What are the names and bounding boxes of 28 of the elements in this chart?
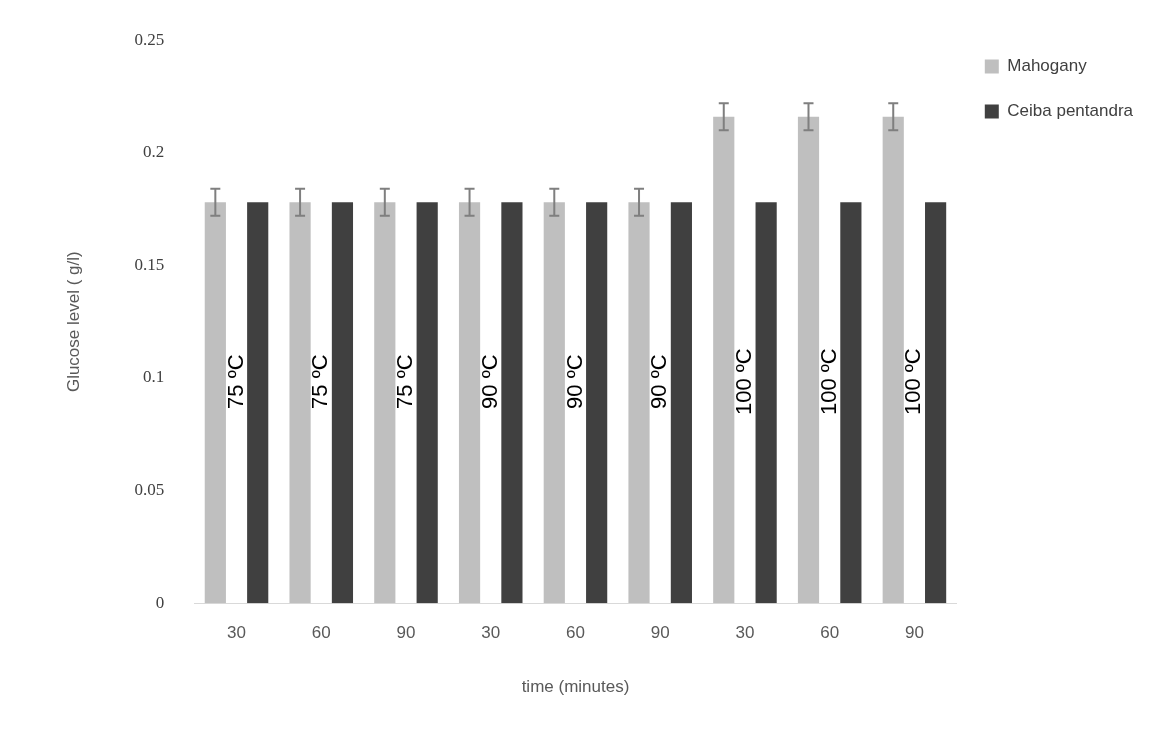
annotation: 75 ºC bbox=[392, 354, 418, 409]
legend-label: Mahogany bbox=[1007, 56, 1088, 76]
x-tick-label: 60 bbox=[820, 623, 840, 643]
x-tick-label: 90 bbox=[396, 623, 416, 643]
x-tick-label: 30 bbox=[227, 623, 246, 643]
annotation: 90 ºC bbox=[646, 354, 672, 409]
x-tick-label: 60 bbox=[566, 623, 585, 643]
x-axis-title: time (minutes) bbox=[521, 677, 630, 697]
y-tick-label: 0.2 bbox=[142, 142, 165, 162]
annotation: 100 ºC bbox=[731, 348, 757, 416]
legend-label: Ceiba pentandra bbox=[1007, 101, 1134, 121]
annotation: 100 ºC bbox=[815, 348, 841, 416]
annotation: 100 ºC bbox=[900, 348, 926, 416]
annotation: 75 ºC bbox=[307, 354, 333, 409]
y-tick-label: 0 bbox=[155, 592, 165, 612]
annotation: 90 ºC bbox=[476, 354, 502, 409]
annotation: 90 ºC bbox=[561, 354, 587, 409]
y-tick-label: 0.05 bbox=[134, 480, 165, 500]
x-tick-label: 90 bbox=[650, 623, 670, 643]
x-tick-label: 30 bbox=[481, 623, 501, 643]
annotation: 75 ºC bbox=[222, 354, 248, 409]
y-axis-title: Glucose level ( g/l) bbox=[63, 251, 83, 393]
x-tick-label: 60 bbox=[311, 623, 331, 643]
y-tick-label: 0.25 bbox=[134, 29, 165, 49]
x-tick-label: 30 bbox=[735, 623, 755, 643]
y-tick-label: 0.15 bbox=[134, 254, 165, 274]
y-tick-label: 0.1 bbox=[142, 367, 165, 387]
x-tick-label: 90 bbox=[904, 623, 924, 643]
